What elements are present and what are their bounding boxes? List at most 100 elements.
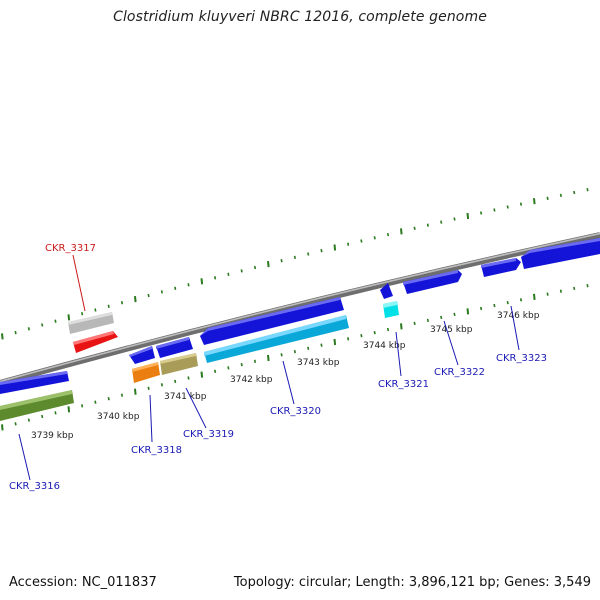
- lower-tick-mark: [506, 300, 509, 305]
- upper-tick-mark: [214, 276, 217, 280]
- upper-tick-mark: [41, 323, 44, 327]
- upper-tick-mark: [519, 202, 523, 206]
- lower-tick-mark: [333, 338, 337, 346]
- upper-tick-mark: [134, 296, 137, 303]
- gene-label-ckr-3319[interactable]: CKR_3319: [183, 429, 234, 440]
- scale-label-3744: 3744 kbp: [363, 341, 406, 351]
- upper-tick-mark: [373, 236, 376, 240]
- gene-ckr-3316[interactable]: [0, 371, 74, 421]
- upper-tick-mark: [120, 301, 124, 305]
- upper-tick-mark: [307, 252, 310, 256]
- upper-tick-mark: [1, 333, 4, 340]
- upper-tick-row: [1, 188, 589, 340]
- upper-tick-mark: [27, 327, 30, 331]
- lower-tick-mark: [227, 366, 230, 370]
- lower-tick-mark: [480, 306, 483, 311]
- gene-label-ckr-3322[interactable]: CKR_3322: [434, 367, 485, 378]
- upper-tick-mark: [533, 198, 536, 205]
- upper-tick-mark: [400, 228, 403, 235]
- lower-tick-mark: [573, 286, 576, 291]
- gene-ckr-3317[interactable]: [68, 312, 118, 353]
- lower-tick-mark: [453, 312, 456, 317]
- upper-tick-mark: [54, 319, 57, 323]
- upper-tick-mark: [227, 272, 230, 276]
- gene-label-ckr-3317[interactable]: CKR_3317: [45, 243, 96, 254]
- upper-tick-mark: [267, 261, 270, 268]
- gene-label-ckr-3320[interactable]: CKR_3320: [270, 406, 321, 417]
- gene-ckr-3321[interactable]: [380, 283, 399, 318]
- lower-tick-mark: [293, 349, 296, 354]
- upper-tick-mark: [360, 239, 363, 243]
- scale-label-3742: 3742 kbp: [230, 375, 273, 385]
- upper-tick-mark: [280, 259, 283, 263]
- lower-tick-mark: [253, 359, 257, 363]
- lower-tick-mark: [81, 404, 84, 408]
- lower-tick-mark: [134, 388, 137, 395]
- lower-tick-mark: [320, 343, 323, 347]
- lower-tick-mark: [440, 315, 443, 320]
- lower-tick-mark: [107, 397, 110, 401]
- gene-ckr-3323[interactable]: [481, 238, 600, 277]
- genome-backbone-highlight: [0, 232, 600, 383]
- genome-backbone: [0, 232, 600, 386]
- lower-tick-mark: [519, 298, 523, 302]
- genome-summary-text: Topology: circular; Length: 3,896,121 bp…: [233, 575, 591, 590]
- gene-ckr-3322[interactable]: [403, 270, 462, 294]
- map-title: Clostridium kluyveri NBRC 12016, complet…: [113, 9, 487, 25]
- upper-tick-mark: [160, 290, 163, 294]
- lower-tick-mark: [426, 318, 429, 323]
- lower-tick-mark: [174, 379, 177, 384]
- lower-tick-mark: [240, 362, 243, 367]
- lower-tick-mark: [147, 386, 150, 390]
- gene-ckr-3320[interactable]: [200, 297, 349, 363]
- gene-label-ckr-3318[interactable]: CKR_3318: [131, 445, 182, 456]
- upper-tick-mark: [174, 286, 177, 290]
- upper-tick-mark: [200, 278, 204, 285]
- lower-tick-mark: [413, 321, 416, 326]
- lower-tick-mark: [586, 284, 589, 288]
- lower-tick-mark: [400, 323, 403, 330]
- gene-ckr-3318[interactable]: [129, 346, 160, 383]
- lower-tick-mark: [360, 334, 363, 338]
- lower-tick-mark: [41, 414, 44, 419]
- upper-tick-mark: [94, 308, 97, 312]
- lower-tick-mark: [200, 371, 204, 378]
- lower-tick-mark: [533, 293, 536, 300]
- upper-tick-mark: [333, 244, 337, 251]
- scale-label-3745: 3745 kbp: [430, 325, 473, 335]
- gene-label-ckr-3323[interactable]: CKR_3323: [496, 353, 547, 364]
- upper-tick-mark: [253, 265, 257, 270]
- lower-tick-mark: [120, 393, 124, 397]
- upper-tick-mark: [586, 188, 589, 192]
- lower-tick-mark: [1, 424, 4, 431]
- upper-tick-mark: [386, 232, 390, 237]
- upper-tick-mark: [506, 205, 509, 209]
- upper-tick-mark: [107, 304, 110, 308]
- lower-tick-mark: [160, 383, 163, 387]
- scale-label-3743: 3743 kbp: [297, 358, 340, 368]
- upper-tick-mark: [413, 226, 416, 230]
- upper-tick-mark: [147, 293, 150, 298]
- lower-tick-mark: [493, 303, 496, 308]
- lower-tick-mark: [280, 353, 283, 357]
- upper-tick-mark: [347, 242, 350, 246]
- lower-tick-row: [1, 284, 589, 431]
- gene-ckr-3319[interactable]: [156, 337, 198, 375]
- lower-tick-mark: [214, 369, 217, 373]
- scale-label-3746: 3746 kbp: [497, 311, 540, 321]
- upper-tick-mark: [453, 217, 456, 221]
- gene-label-ckr-3316[interactable]: CKR_3316: [9, 481, 60, 492]
- scale-labels: 3739 kbp 3740 kbp 3741 kbp 3742 kbp 3743…: [31, 311, 540, 441]
- gene-label-ckr-3321[interactable]: CKR_3321: [378, 379, 429, 390]
- upper-tick-mark: [187, 283, 190, 287]
- lower-tick-mark: [14, 422, 17, 426]
- scale-label-3741: 3741 kbp: [164, 392, 207, 402]
- lower-tick-mark: [307, 346, 310, 350]
- upper-tick-mark: [559, 193, 562, 198]
- lower-tick-mark: [94, 400, 97, 404]
- upper-tick-mark: [293, 255, 296, 260]
- upper-tick-mark: [81, 312, 84, 316]
- lower-tick-mark: [386, 327, 390, 332]
